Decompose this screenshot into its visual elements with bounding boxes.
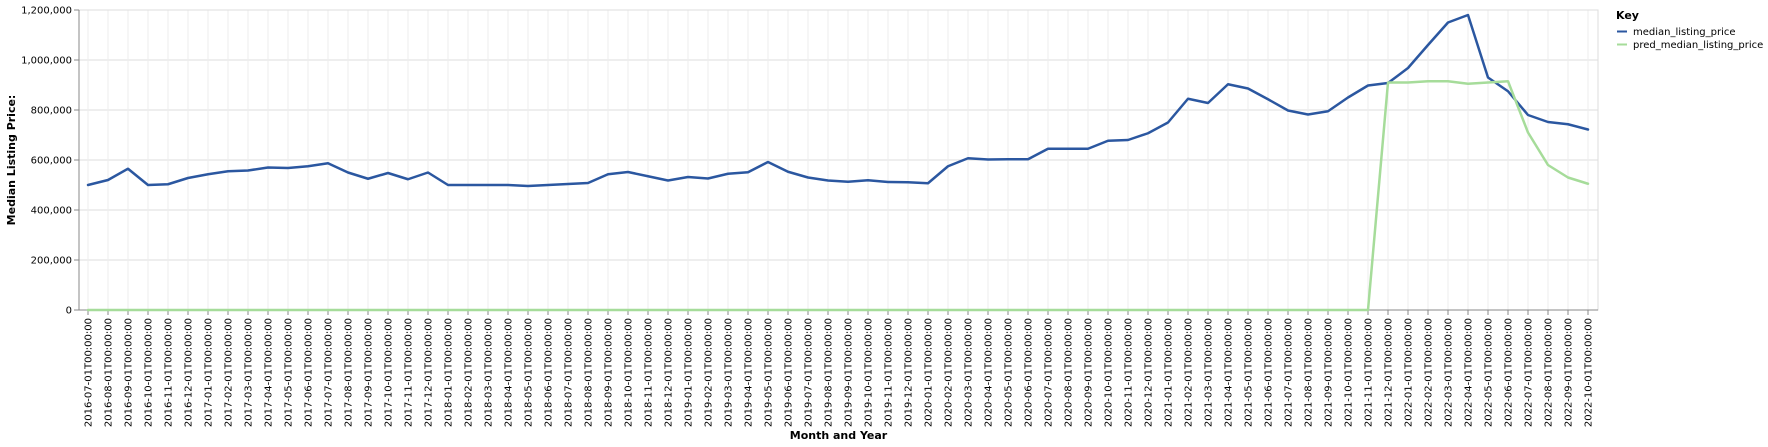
x-tick-label: 2019-04-01T00:00:00 [744,318,755,427]
x-tick-label: 2019-03-01T00:00:00 [724,318,735,427]
x-tick-label: 2022-05-01T00:00:00 [1484,318,1495,427]
x-tick-label: 2021-07-01T00:00:00 [1284,318,1295,427]
y-tick-label: 600,000 [31,156,72,167]
x-axis: 2016-07-01T00:00:00 2016-08-01T00:00:00 20… [84,310,1595,427]
x-tick-label: 2019-01-01T00:00:00 [684,318,695,427]
x-tick-label: 2018-12-01T00:00:00 [664,318,675,427]
x-tick-label: 2021-03-01T00:00:00 [1204,318,1215,427]
x-tick-label: 2021-06-01T00:00:00 [1264,318,1275,427]
x-tick-label: 2021-10-01T00:00:00 [1344,318,1355,427]
x-tick-label: 2022-02-01T00:00:00 [1424,318,1435,427]
x-tick-label: 2019-11-01T00:00:00 [884,318,895,427]
x-tick-label: 2019-05-01T00:00:00 [764,318,775,427]
x-tick-label: 2016-08-01T00:00:00 [104,318,115,427]
x-tick-label: 2022-07-01T00:00:00 [1524,318,1535,427]
x-tick-label: 2019-08-01T00:00:00 [824,318,835,427]
x-tick-label: 2018-05-01T00:00:00 [524,318,535,427]
x-tick-label: 2017-06-01T00:00:00 [304,318,315,427]
x-tick-label: 2020-04-01T00:00:00 [984,318,995,427]
x-tick-label: 2021-08-01T00:00:00 [1304,318,1315,427]
series-line-median-listing-price [86,13,1590,188]
x-tick-label: 2017-12-01T00:00:00 [424,318,435,427]
x-tick-label: 2017-09-01T00:00:00 [364,318,375,427]
x-tick-label: 2022-10-01T00:00:00 [1584,318,1595,427]
x-tick-label: 2018-07-01T00:00:00 [564,318,575,427]
x-tick-label: 2018-09-01T00:00:00 [604,318,615,427]
x-tick-label: 2019-09-01T00:00:00 [844,318,855,427]
x-tick-label: 2016-10-01T00:00:00 [144,318,155,427]
x-tick-label: 2017-11-01T00:00:00 [404,318,415,427]
x-tick-label: 2020-12-01T00:00:00 [1144,318,1155,427]
x-tick-label: 2020-08-01T00:00:00 [1064,318,1075,427]
legend-items: median_listing_price pred_median_listing_… [1617,27,1763,51]
y-tick-label: 1,200,000 [21,6,72,17]
x-tick-label: 2022-08-01T00:00:00 [1544,318,1555,427]
x-tick-label: 2021-01-01T00:00:00 [1164,318,1175,427]
y-axis-title: Median Listing Price: [5,95,18,226]
x-tick-label: 2018-02-01T00:00:00 [464,318,475,427]
x-tick-label: 2021-11-01T00:00:00 [1364,318,1375,427]
legend: Key median_listing_price pred_median_list… [1616,9,1763,51]
x-tick-label: 2022-01-01T00:00:00 [1404,318,1415,427]
x-tick-label: 2019-02-01T00:00:00 [704,318,715,427]
x-tick-label: 2017-10-01T00:00:00 [384,318,395,427]
x-tick-label: 2017-01-01T00:00:00 [204,318,215,427]
x-tick-label: 2018-04-01T00:00:00 [504,318,515,427]
series-lines [86,13,1590,312]
x-tick-label: 2021-02-01T00:00:00 [1184,318,1195,427]
x-tick-label: 2018-11-01T00:00:00 [644,318,655,427]
x-tick-label: 2020-07-01T00:00:00 [1044,318,1055,427]
x-tick-label: 2022-03-01T00:00:00 [1444,318,1455,427]
x-tick-label: 2019-12-01T00:00:00 [904,318,915,427]
x-tick-label: 2021-12-01T00:00:00 [1384,318,1395,427]
x-axis-title: Month and Year [790,429,888,442]
x-tick-label: 2018-03-01T00:00:00 [484,318,495,427]
x-tick-label: 2017-07-01T00:00:00 [324,318,335,427]
y-tick-label: 1,000,000 [21,56,72,67]
x-tick-label: 2017-02-01T00:00:00 [224,318,235,427]
x-tick-label: 2021-05-01T00:00:00 [1244,318,1255,427]
x-tick-label: 2020-02-01T00:00:00 [944,318,955,427]
x-tick-label: 2018-06-01T00:00:00 [544,318,555,427]
x-tick-label: 2017-03-01T00:00:00 [244,318,255,427]
x-tick-label: 2020-10-01T00:00:00 [1104,318,1115,427]
legend-title: Key [1616,9,1639,22]
gridlines [79,9,1598,311]
y-tick-label: 0 [66,306,72,317]
x-tick-label: 2020-03-01T00:00:00 [964,318,975,427]
x-tick-label: 2022-09-01T00:00:00 [1564,318,1575,427]
y-tick-label: 200,000 [31,256,72,267]
x-tick-label: 2016-09-01T00:00:00 [124,318,135,427]
x-tick-label: 2022-06-01T00:00:00 [1504,318,1515,427]
x-tick-label: 2017-08-01T00:00:00 [344,318,355,427]
x-tick-label: 2016-12-01T00:00:00 [184,318,195,427]
legend-label: median_listing_price [1633,27,1736,38]
x-tick-label: 2016-11-01T00:00:00 [164,318,175,427]
x-tick-label: 2020-05-01T00:00:00 [1004,318,1015,427]
x-tick-label: 2017-05-01T00:00:00 [284,318,295,427]
x-tick-label: 2018-10-01T00:00:00 [624,318,635,427]
x-tick-label: 2016-07-01T00:00:00 [84,318,95,427]
legend-label: pred_median_listing_price [1633,40,1763,51]
x-tick-label: 2019-07-01T00:00:00 [804,318,815,427]
x-tick-label: 2020-06-01T00:00:00 [1024,318,1035,427]
x-tick-label: 2022-04-01T00:00:00 [1464,318,1475,427]
x-tick-label: 2020-01-01T00:00:00 [924,318,935,427]
x-tick-label: 2017-04-01T00:00:00 [264,318,275,427]
x-tick-label: 2021-04-01T00:00:00 [1224,318,1235,427]
x-tick-label: 2021-09-01T00:00:00 [1324,318,1335,427]
y-axis: 0 200,000 400,000 600,000 800,000 1,000,000 1,… [21,6,79,317]
series-line-pred-median-listing-price [86,80,1590,312]
y-tick-label: 800,000 [31,106,72,117]
x-tick-label: 2020-11-01T00:00:00 [1124,318,1135,427]
y-tick-label: 400,000 [31,206,72,217]
x-tick-label: 2019-10-01T00:00:00 [864,318,875,427]
x-tick-label: 2018-01-01T00:00:00 [444,318,455,427]
x-tick-label: 2020-09-01T00:00:00 [1084,318,1095,427]
x-tick-label: 2019-06-01T00:00:00 [784,318,795,427]
x-tick-label: 2018-08-01T00:00:00 [584,318,595,427]
